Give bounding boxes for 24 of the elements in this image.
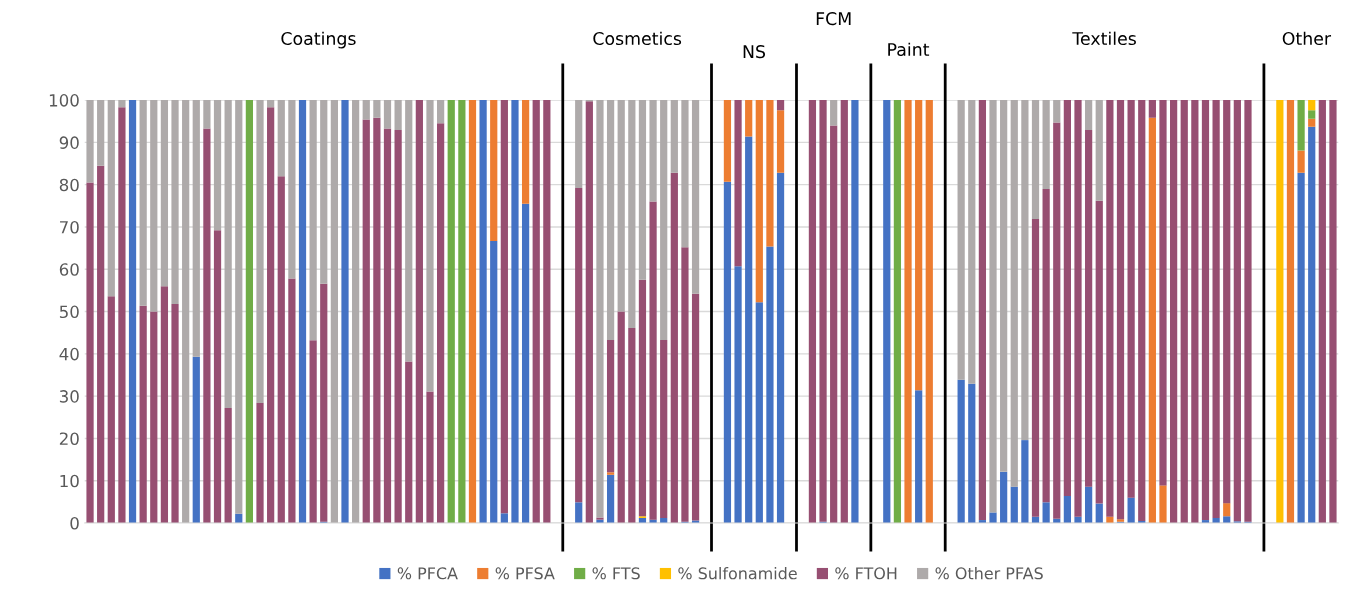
text: Textiles	[1072, 31, 1136, 46]
legend-label: % PFCA	[397, 567, 458, 580]
y-tick-label: 50	[59, 305, 79, 319]
legend-label: % Sulfonamide	[678, 567, 797, 580]
text: FCM	[816, 12, 851, 26]
y-tick-label: 20	[59, 432, 79, 445]
y-tick-label: 70	[60, 220, 79, 234]
y-tick-label: 40	[59, 347, 79, 361]
y-tick-label: 0	[70, 516, 79, 530]
legend-label: % Other PFAS	[935, 567, 1043, 580]
legend-label: % FTS	[592, 567, 640, 580]
text: Cosmetics	[593, 31, 682, 46]
text: Paint	[888, 42, 930, 57]
y-tick-label: 100	[49, 94, 79, 107]
y-tick-label: 30	[59, 390, 79, 403]
legend-label: % PFSA	[495, 567, 555, 580]
legend-label: % FTOH	[835, 567, 897, 580]
y-tick-label: 60	[59, 263, 79, 276]
y-tick-label: 90	[59, 136, 79, 149]
text: NS	[743, 45, 766, 59]
text: Other	[1282, 31, 1332, 46]
text: Coatings	[281, 31, 356, 49]
y-tick-label: 10	[60, 474, 79, 488]
y-tick-label: 80	[59, 178, 79, 192]
